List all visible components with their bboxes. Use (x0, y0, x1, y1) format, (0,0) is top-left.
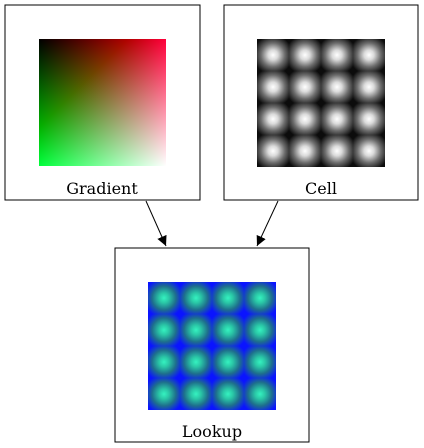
node-lookup: Lookup (114, 247, 310, 443)
node-gradient: Gradient (4, 4, 201, 201)
node-gradient-label: Gradient (66, 179, 138, 198)
node-lookup-label: Lookup (182, 422, 242, 441)
node-cell: Cell (223, 4, 419, 201)
edge-cell-to-lookup (256, 200, 279, 247)
node-cell-label: Cell (305, 179, 337, 198)
lookup-image (148, 282, 276, 410)
gradient-image (39, 39, 166, 166)
cell-image (257, 39, 385, 167)
edge-gradient-to-lookup (145, 200, 167, 247)
